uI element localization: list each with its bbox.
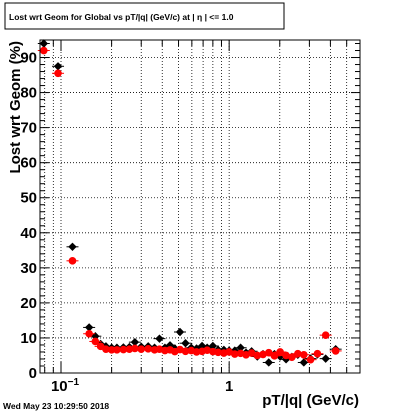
circle-marker xyxy=(306,355,315,364)
y-tick-label: 50 xyxy=(20,190,37,207)
red-series-point xyxy=(66,257,79,265)
diamond-marker xyxy=(236,343,245,352)
y-tick-label: 10 xyxy=(20,330,37,347)
red-series-point xyxy=(329,347,342,355)
diamond-marker xyxy=(155,334,164,343)
circle-marker xyxy=(137,345,146,353)
black-series-point xyxy=(83,323,96,332)
red-series-point xyxy=(83,329,96,338)
y-tick-label: 20 xyxy=(20,295,37,312)
circle-marker xyxy=(113,346,121,354)
red-series-point xyxy=(311,349,324,358)
circle-marker xyxy=(331,347,340,355)
black-series-point xyxy=(153,334,166,343)
red-series-point xyxy=(268,352,281,360)
timestamp-label: Wed May 23 10:29:50 2018 xyxy=(3,401,109,411)
red-series-point xyxy=(52,69,65,78)
diamond-marker xyxy=(264,358,273,367)
x-axis-label: pT/|q| (GeV/c) xyxy=(262,392,359,409)
plot-frame xyxy=(39,39,361,374)
title-box: Lost wrt Geom for Global vs pT/|q| (GeV/… xyxy=(4,2,285,30)
circle-marker xyxy=(144,345,152,353)
diamond-marker xyxy=(181,339,190,348)
black-series-point xyxy=(262,358,275,367)
black-series-point xyxy=(173,327,186,337)
diamond-marker xyxy=(208,341,218,351)
red-series-point xyxy=(89,337,102,346)
circle-marker xyxy=(91,337,100,346)
circle-marker xyxy=(253,351,262,360)
diamond-marker xyxy=(84,323,94,332)
red-series-point xyxy=(304,355,317,364)
red-series-point xyxy=(297,350,310,359)
black-series-point xyxy=(319,354,332,363)
black-series-point xyxy=(234,343,247,352)
diamond-marker xyxy=(321,354,330,363)
circle-marker xyxy=(264,348,273,357)
circle-marker xyxy=(125,345,134,353)
circle-marker xyxy=(276,348,284,356)
black-series-point xyxy=(128,337,141,347)
diamond-marker xyxy=(68,242,77,252)
red-series-point xyxy=(274,348,287,356)
tick-layer xyxy=(40,40,361,374)
y-tick-label: 40 xyxy=(20,225,37,242)
black-series-point xyxy=(52,62,65,71)
y-tick-label: 0 xyxy=(29,365,37,382)
diamond-marker xyxy=(39,39,48,48)
circle-marker xyxy=(181,347,190,356)
chart-title: Lost wrt Geom for Global vs pT/|q| (GeV/… xyxy=(9,12,234,22)
circle-marker xyxy=(39,46,48,55)
grid-layer xyxy=(40,40,361,373)
black-series-point xyxy=(206,341,219,351)
x-tick-label: 1 xyxy=(225,378,233,395)
red-series-point xyxy=(285,353,298,362)
y-tick-label: 70 xyxy=(20,120,37,137)
circle-marker xyxy=(294,349,302,358)
circle-marker xyxy=(300,350,308,359)
circle-marker xyxy=(214,348,222,357)
diamond-marker xyxy=(175,327,185,337)
series-layer xyxy=(37,39,342,367)
black-series-point xyxy=(66,242,79,252)
y-axis-label: Lost wrt Geom (%) xyxy=(7,41,24,174)
circle-marker xyxy=(131,344,139,353)
y-tick-label: 30 xyxy=(20,260,37,277)
black-series-point xyxy=(179,339,192,348)
circle-marker xyxy=(68,257,77,265)
circle-marker xyxy=(247,349,256,357)
y-tick-label: 90 xyxy=(20,50,37,67)
circle-marker xyxy=(321,331,330,339)
circle-marker xyxy=(54,69,62,78)
red-series-point xyxy=(319,331,332,339)
circle-marker xyxy=(313,349,322,358)
y-tick-label: 60 xyxy=(20,155,37,172)
y-tick-label: 80 xyxy=(20,85,37,102)
diamond-marker xyxy=(165,341,175,350)
diamond-marker xyxy=(53,62,63,71)
title-frame xyxy=(4,2,285,30)
circle-marker xyxy=(230,350,239,358)
circle-marker xyxy=(85,329,93,338)
black-series-point xyxy=(297,358,310,367)
diamond-marker xyxy=(130,337,140,347)
diamond-marker xyxy=(299,358,309,367)
circle-marker xyxy=(270,352,279,360)
circle-marker xyxy=(102,345,110,353)
circle-marker xyxy=(288,353,296,362)
